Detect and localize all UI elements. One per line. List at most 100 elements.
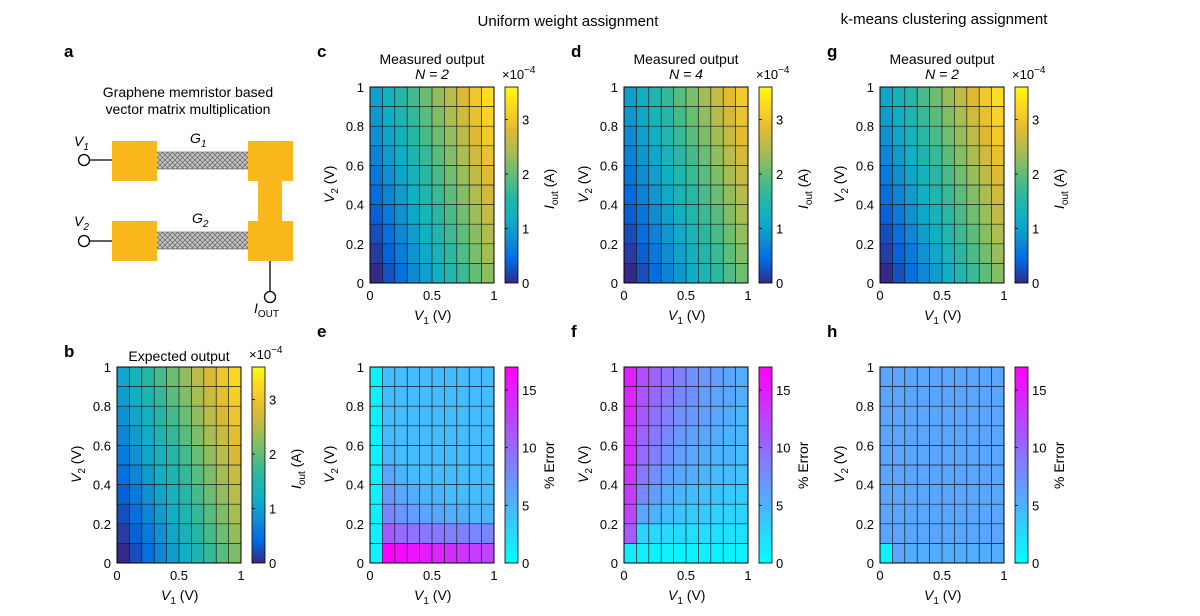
- heatmap-cell: [216, 465, 229, 485]
- heatmap-cell: [636, 185, 650, 205]
- heatmap-cell: [966, 543, 980, 564]
- colorbar-label: Iout (A): [288, 449, 308, 489]
- heatmap-cell: [636, 106, 650, 127]
- heatmap-cell: [624, 224, 637, 245]
- heatmap-cell: [698, 224, 712, 245]
- heatmap-cell: [636, 204, 650, 225]
- heatmap-cell: [966, 185, 980, 205]
- heatmap-cell: [624, 386, 637, 407]
- heatmap-cell: [624, 445, 637, 466]
- colorbar-tick-label: 10: [1032, 441, 1046, 456]
- heatmap-cell: [929, 504, 943, 525]
- heatmap-cell: [469, 263, 482, 284]
- x-tick-label: 0: [876, 288, 883, 303]
- heatmap-cell: [407, 87, 420, 107]
- heatmap-cell: [991, 386, 1005, 407]
- heatmap-cell: [117, 523, 130, 544]
- heatmap-cell: [382, 484, 396, 505]
- heatmap-cell: [723, 465, 736, 485]
- heatmap-cell: [686, 165, 699, 186]
- heatmap-cell: [991, 543, 1005, 564]
- heatmap-cell: [469, 543, 482, 564]
- heatmap-cell: [991, 465, 1005, 485]
- y-tick-label: 0.2: [600, 517, 618, 532]
- heatmap-cell: [129, 504, 143, 525]
- heatmap-cell: [904, 145, 918, 166]
- y-tick-label: 0: [104, 556, 111, 571]
- heatmap-cell: [979, 543, 992, 564]
- heatmap-cell: [481, 445, 495, 466]
- heatmap-cell: [966, 204, 980, 225]
- heatmap-cell: [166, 543, 180, 564]
- heatmap-cell: [228, 367, 242, 387]
- x-tick-label: 1: [490, 288, 497, 303]
- heatmap-cell: [723, 165, 736, 186]
- heatmap-cell: [698, 367, 712, 387]
- y-tick-label: 0: [867, 556, 874, 571]
- heatmap-cell: [966, 484, 980, 505]
- pad-right-2: [248, 221, 293, 261]
- heatmap-cell: [407, 165, 420, 186]
- heatmap-cell: [166, 523, 180, 544]
- heatmap-cell: [917, 145, 930, 166]
- heatmap-cell: [432, 523, 445, 544]
- heatmap-cell: [686, 445, 699, 466]
- heatmap-cell: [673, 145, 687, 166]
- heatmap-cell: [154, 484, 167, 505]
- heatmap-cell: [481, 165, 495, 186]
- heatmap-cell: [166, 367, 180, 387]
- heatmap-cell: [370, 543, 383, 564]
- heatmap-cell: [432, 87, 445, 107]
- heatmap-cell: [942, 425, 955, 446]
- heatmap-cell: [117, 465, 130, 485]
- heatmap-cell: [624, 543, 637, 564]
- colorbar-tick-label: 5: [776, 498, 783, 513]
- heatmap-cell: [191, 484, 205, 505]
- colorbar-exponent: ×10−4: [502, 65, 536, 82]
- heatmap-cell: [228, 425, 242, 446]
- heatmap-cell: [942, 523, 955, 544]
- heatmap-cell: [954, 445, 968, 466]
- heatmap-cell: [710, 126, 724, 147]
- heatmap-cell: [624, 126, 637, 147]
- colorbar-label: Iout (A): [1051, 169, 1071, 209]
- heatmap-cell: [419, 243, 433, 264]
- heatmap-cell: [904, 106, 918, 127]
- heatmap-cell: [979, 224, 992, 245]
- pad-left-1: [112, 141, 157, 181]
- heatmap-cell: [917, 445, 930, 466]
- heatmap-cell: [648, 543, 662, 564]
- heatmap-cell: [481, 243, 495, 264]
- heatmap-cell: [154, 425, 167, 446]
- heatmap-cell: [661, 126, 674, 147]
- heatmap-cell: [710, 224, 724, 245]
- colorbar-tick-label: 5: [522, 498, 529, 513]
- heatmap-cell: [481, 386, 495, 407]
- heatmap-cell: [444, 523, 458, 544]
- heatmap-cell: [179, 425, 192, 446]
- heatmap-cell: [991, 406, 1005, 427]
- x-axis-label: V1 (V): [668, 587, 705, 607]
- panel-label-e: e: [317, 322, 326, 341]
- heatmap-cell: [432, 465, 445, 485]
- heatmap-cell: [444, 204, 458, 225]
- heatmap-cell: [166, 386, 180, 407]
- heatmap-cell: [624, 484, 637, 505]
- heatmap-cell: [419, 386, 433, 407]
- heatmap-cell: [942, 165, 955, 186]
- heatmap-cell: [117, 445, 130, 466]
- heatmap-cell: [880, 87, 893, 107]
- heatmap-cell: [636, 263, 650, 284]
- heatmap-cell: [892, 386, 906, 407]
- heatmap-cell: [966, 445, 980, 466]
- colorbar-tick-label: 1: [269, 502, 276, 517]
- heatmap-cell: [929, 445, 943, 466]
- heatmap-cell: [954, 523, 968, 544]
- heatmap-cell: [481, 204, 495, 225]
- heatmap-cell: [723, 543, 736, 564]
- heatmap-cell: [382, 106, 396, 127]
- heatmap-cell: [892, 243, 906, 264]
- heatmap-cell: [456, 263, 470, 284]
- colorbar: [1014, 366, 1029, 564]
- y-tick-label: 0.8: [856, 119, 874, 134]
